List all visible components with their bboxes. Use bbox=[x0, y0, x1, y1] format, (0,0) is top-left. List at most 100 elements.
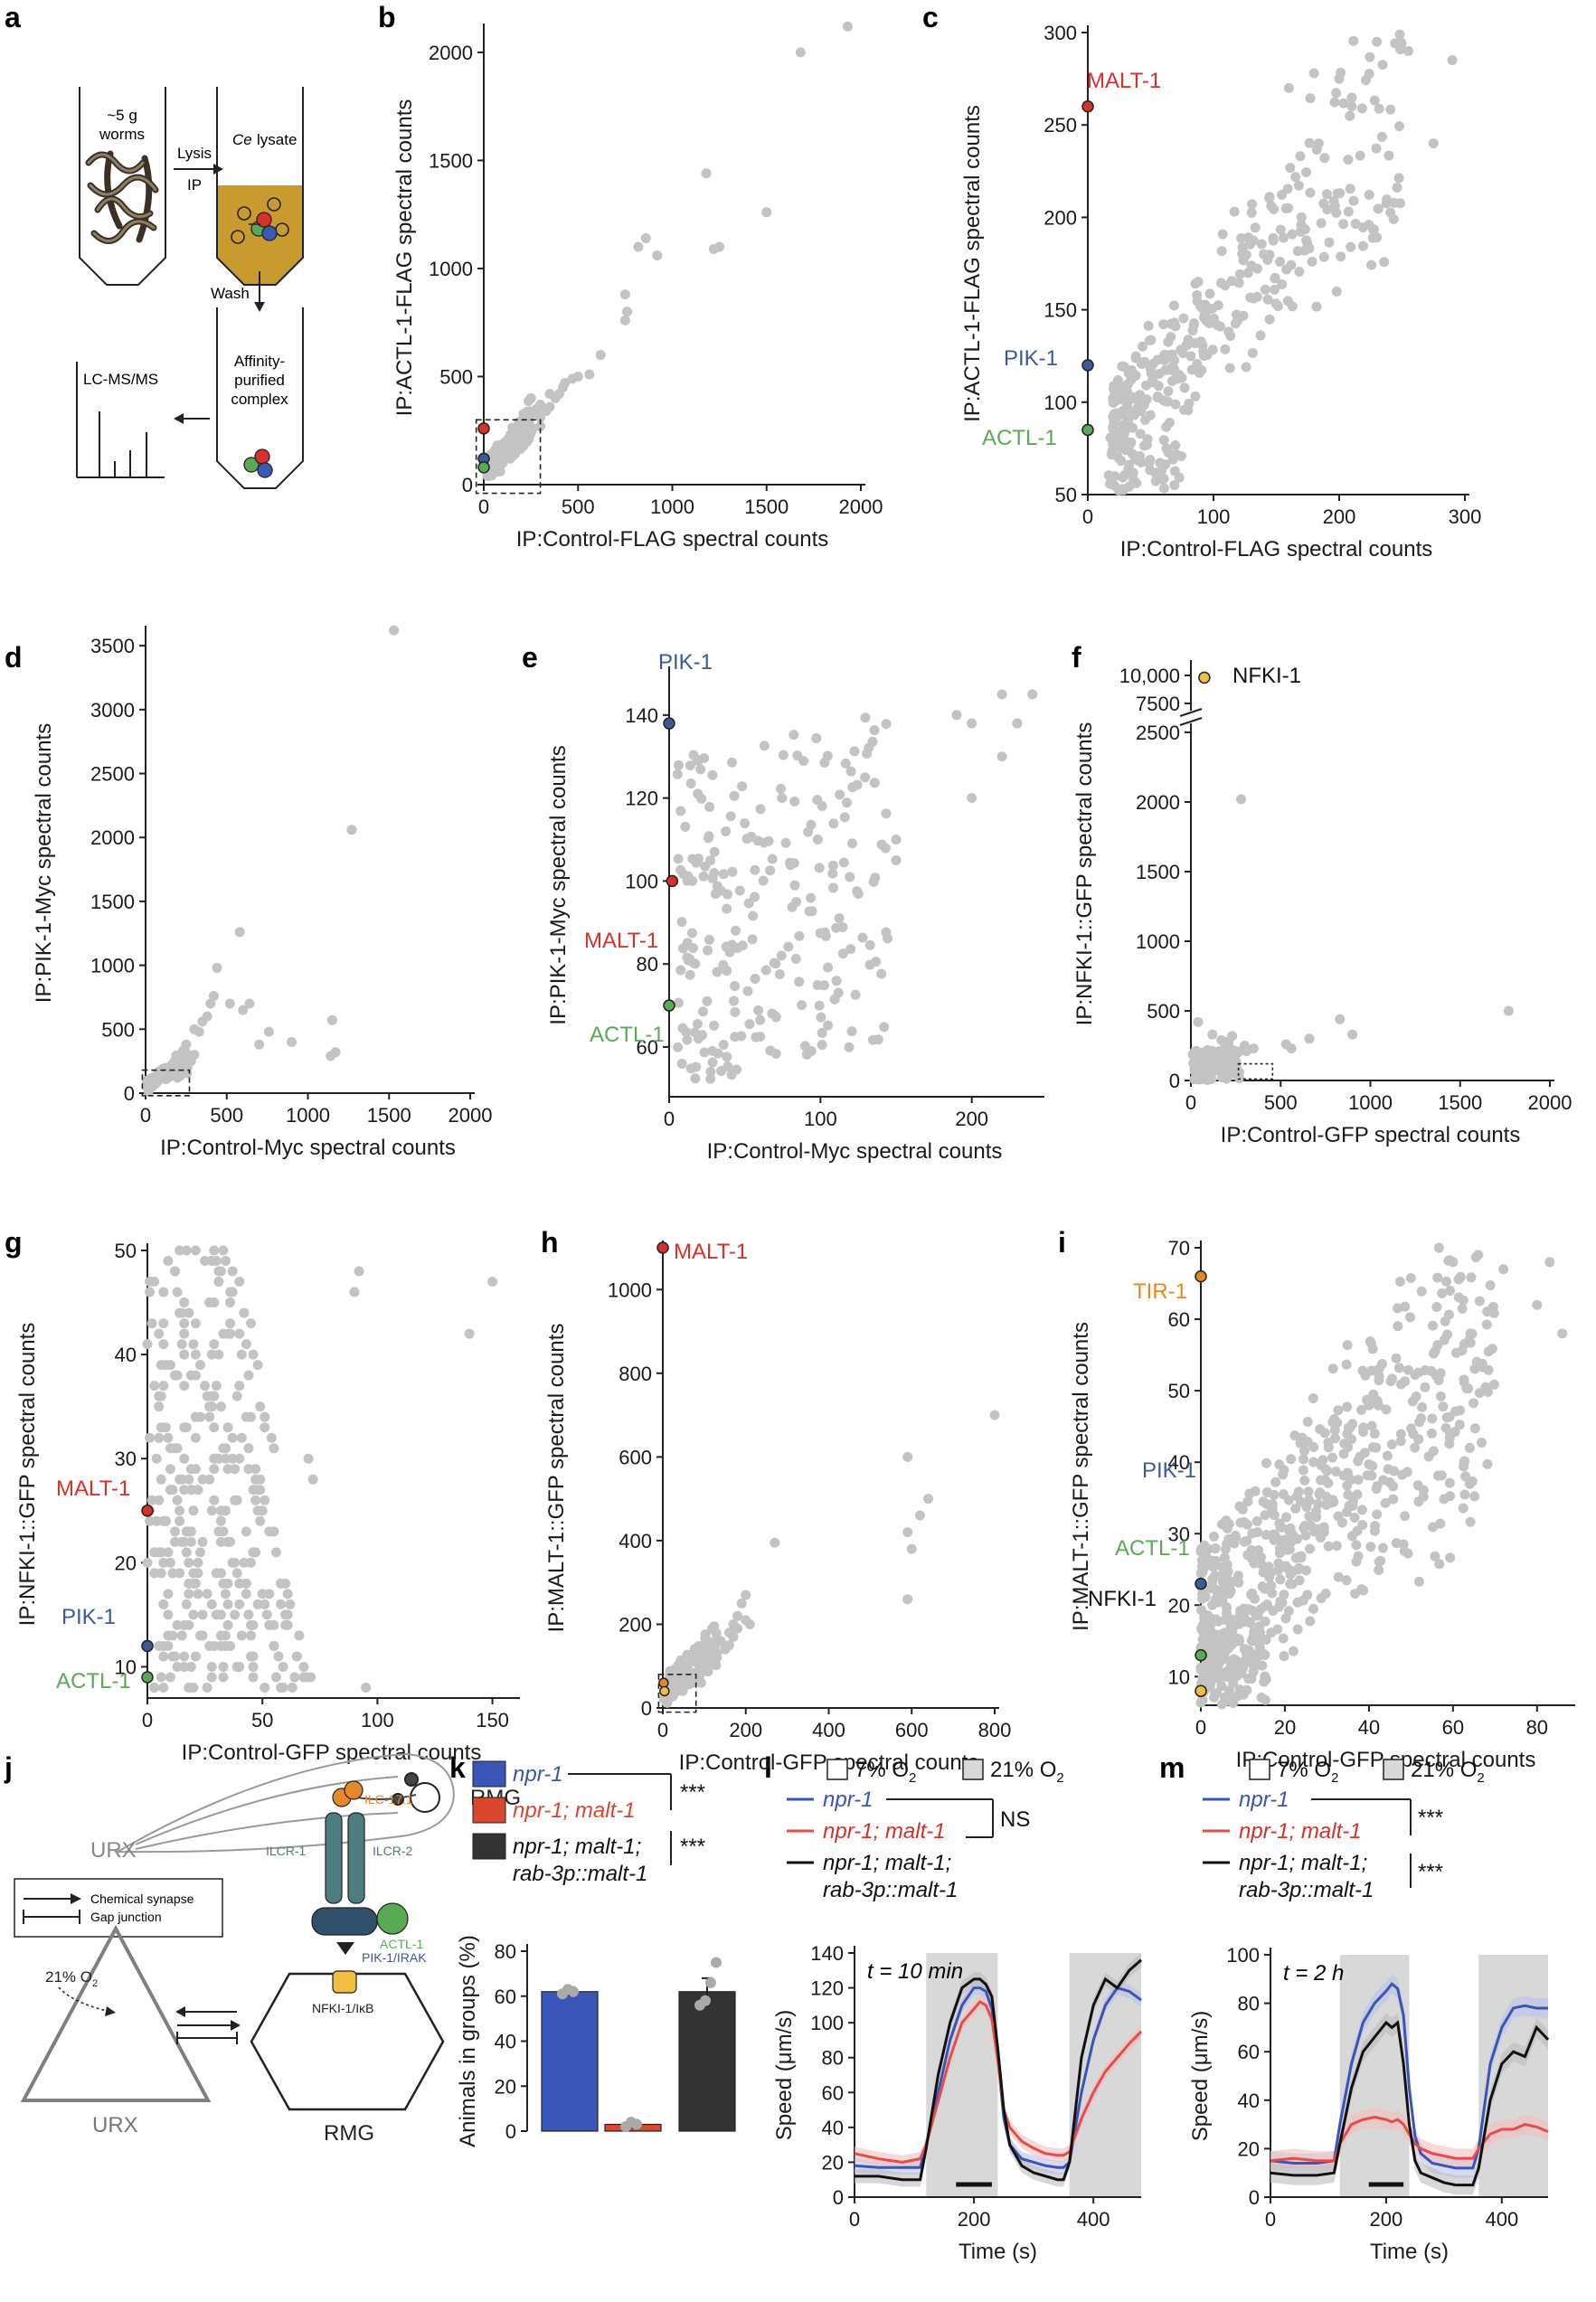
g-point bbox=[202, 1589, 212, 1599]
e-point bbox=[828, 818, 839, 829]
g-point bbox=[227, 1432, 238, 1443]
g-point bbox=[163, 1609, 174, 1620]
panel-g-scatter: 0 50 100 150 10 20 30 40 50 IP:Control-GFP spectr… bbox=[15, 1240, 520, 1765]
c-x-axis-label: IP:Control-FLAG spectral counts bbox=[1120, 537, 1432, 561]
i-ytick-label: 40 bbox=[1168, 1451, 1190, 1474]
panel-g-label: g bbox=[5, 1226, 23, 1259]
c-point bbox=[1185, 351, 1196, 362]
e-point bbox=[769, 958, 779, 968]
m-series-3 bbox=[1270, 2020, 1550, 2187]
h-point bbox=[741, 1590, 751, 1600]
f-point bbox=[1216, 1034, 1227, 1045]
c-point bbox=[1116, 456, 1127, 467]
c-point bbox=[1220, 344, 1231, 354]
i-point bbox=[1260, 1510, 1270, 1521]
l-series-3 bbox=[855, 1958, 1142, 2182]
g-point bbox=[176, 1339, 187, 1350]
e-point bbox=[707, 1057, 718, 1068]
e-point bbox=[763, 835, 774, 846]
e-highlight-malt-1 bbox=[666, 874, 679, 888]
e-point bbox=[831, 976, 842, 986]
i-point bbox=[1481, 1319, 1492, 1330]
complex-line1: Affinity- bbox=[234, 353, 285, 370]
e-point bbox=[837, 948, 848, 959]
i-point bbox=[1440, 1316, 1450, 1326]
g-point bbox=[230, 1464, 241, 1475]
c-point bbox=[1311, 145, 1322, 156]
c-point bbox=[1119, 392, 1129, 403]
d-point bbox=[389, 625, 400, 636]
lysis-label: Lysis bbox=[177, 145, 212, 162]
c-highlight-malt-1 bbox=[1081, 100, 1094, 113]
i-point bbox=[1413, 1496, 1424, 1507]
g-point bbox=[170, 1536, 181, 1547]
h-xtick-label: 600 bbox=[895, 1719, 929, 1741]
i-point bbox=[1387, 1373, 1398, 1384]
c-point bbox=[1186, 364, 1197, 375]
e-point bbox=[705, 1066, 716, 1077]
b-point bbox=[621, 307, 632, 317]
e-point bbox=[685, 778, 696, 789]
e-point bbox=[673, 854, 684, 864]
g-point bbox=[236, 1432, 247, 1443]
c-point bbox=[1158, 319, 1169, 330]
i-point bbox=[1299, 1454, 1309, 1465]
complex-line3: complex bbox=[231, 391, 288, 408]
c-point bbox=[1256, 239, 1267, 250]
i-point bbox=[1205, 1583, 1216, 1594]
g-point bbox=[151, 1453, 162, 1464]
g-point bbox=[248, 1651, 259, 1662]
g-point bbox=[149, 1381, 160, 1392]
l-legend-rescue-2: rab-3p::malt-1 bbox=[823, 1878, 958, 1902]
m-ytick-label: 60 bbox=[1238, 2041, 1260, 2063]
e-point bbox=[748, 910, 759, 921]
f-break-mark bbox=[1179, 717, 1203, 726]
i-point bbox=[1302, 1417, 1313, 1428]
g-point bbox=[190, 1349, 201, 1360]
c-point bbox=[1280, 203, 1291, 213]
e-point bbox=[732, 1064, 742, 1075]
i-point bbox=[1459, 1458, 1469, 1468]
i-point bbox=[1338, 1448, 1349, 1459]
i-xtick-label: 60 bbox=[1442, 1716, 1464, 1739]
i-point bbox=[1444, 1439, 1455, 1449]
g-xtick-label: 150 bbox=[476, 1709, 509, 1731]
i-point bbox=[1352, 1525, 1363, 1536]
g-point bbox=[158, 1318, 169, 1329]
panel-j-schematic: RMG URX Chemical synapse Gap junction UR… bbox=[14, 1752, 521, 2146]
c-point bbox=[1281, 264, 1292, 275]
i-point bbox=[1405, 1273, 1416, 1284]
c-point bbox=[1365, 52, 1375, 62]
b-highlight-actl-1 bbox=[477, 461, 490, 474]
e-point bbox=[699, 753, 710, 764]
i-point bbox=[1249, 1630, 1260, 1641]
i-point bbox=[1207, 1642, 1218, 1653]
g-point bbox=[158, 1381, 169, 1392]
g-point bbox=[222, 1328, 233, 1339]
g-point bbox=[158, 1515, 169, 1526]
i-point bbox=[1382, 1450, 1393, 1461]
g-point bbox=[190, 1245, 201, 1256]
e-point bbox=[881, 719, 892, 730]
g-point bbox=[195, 1360, 206, 1371]
k-bar-1 bbox=[541, 1991, 599, 2132]
e-point bbox=[794, 976, 805, 987]
i-point bbox=[1399, 1546, 1410, 1557]
i-point bbox=[1287, 1529, 1298, 1540]
i-point bbox=[1448, 1257, 1459, 1268]
i-tir1-label: TIR-1 bbox=[1133, 1279, 1187, 1304]
g-point bbox=[231, 1495, 242, 1505]
e-point bbox=[737, 781, 748, 792]
c-point bbox=[1336, 251, 1346, 262]
c-point bbox=[1269, 284, 1280, 295]
e-point bbox=[876, 839, 887, 850]
i-point bbox=[1285, 1579, 1296, 1590]
c-point bbox=[1343, 206, 1354, 217]
l-ytick-label: 40 bbox=[822, 2117, 844, 2139]
c-point bbox=[1246, 260, 1257, 271]
c-point bbox=[1208, 313, 1219, 324]
i-point bbox=[1366, 1470, 1377, 1481]
l-xtick-label: 400 bbox=[1077, 2208, 1110, 2231]
e-point bbox=[881, 808, 892, 819]
i-point bbox=[1259, 1676, 1270, 1687]
